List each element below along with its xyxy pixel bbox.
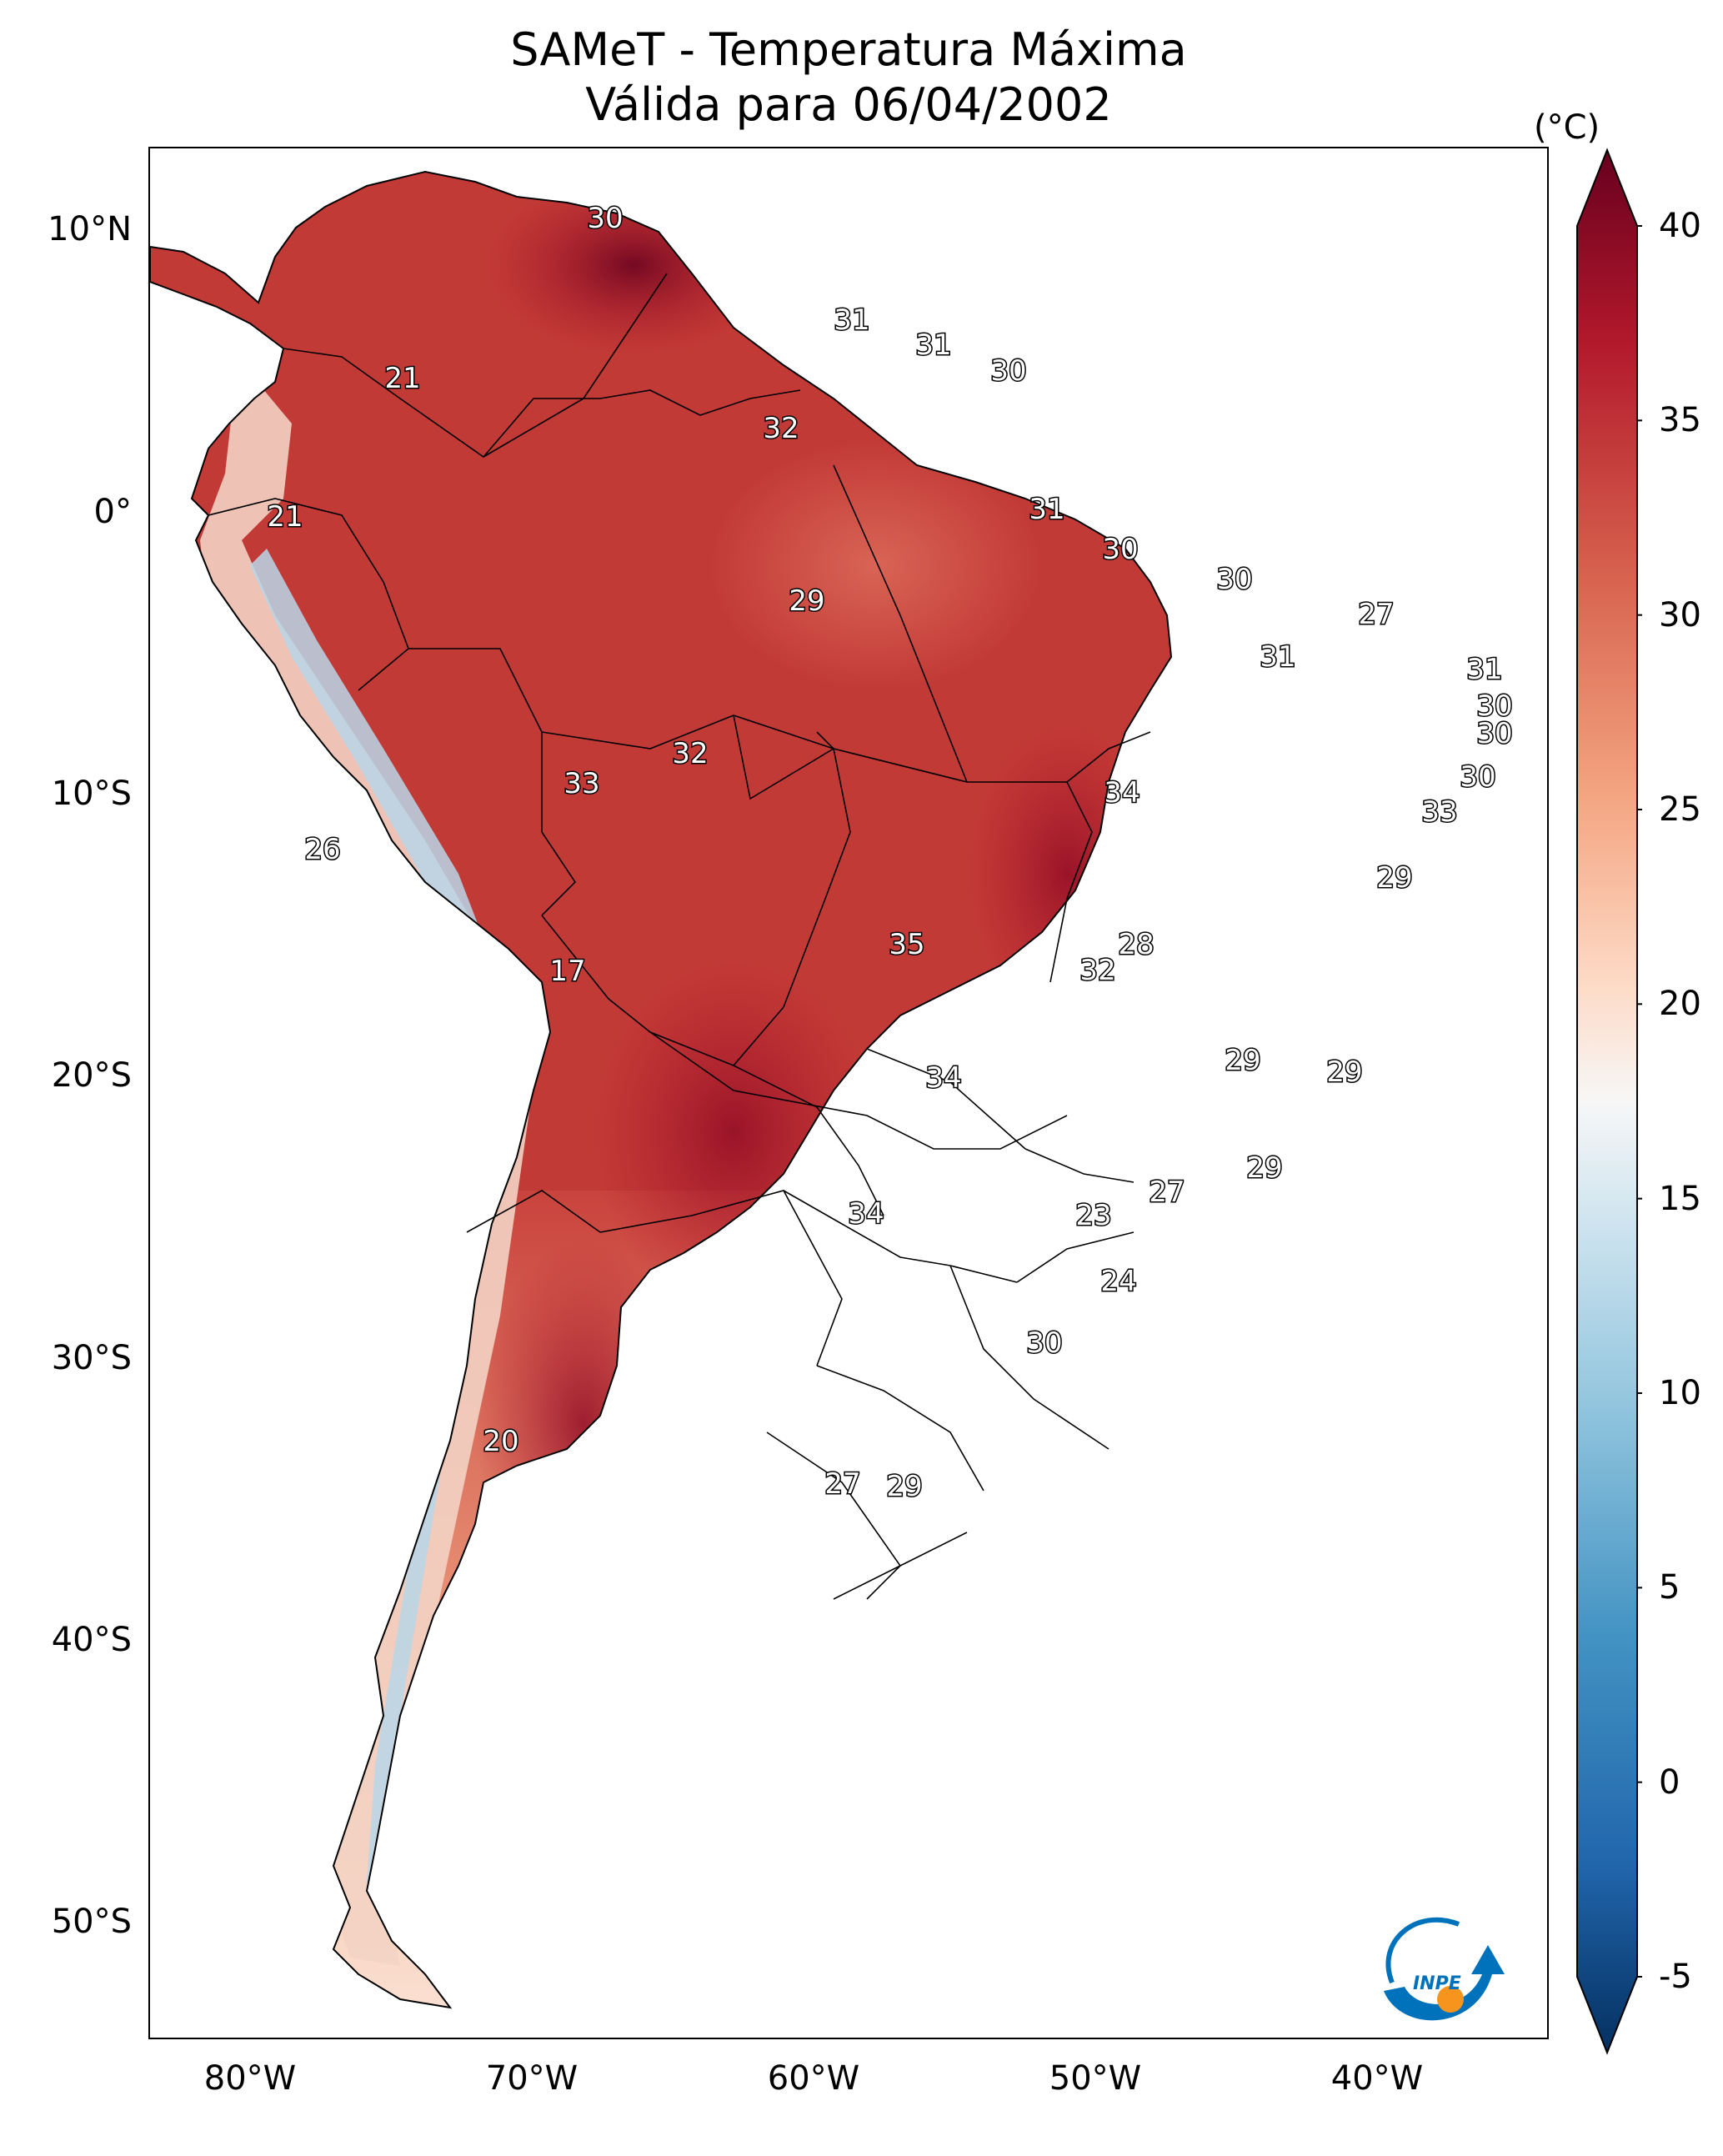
station-value: 31 [834,303,869,337]
station-value: 31 [1029,493,1064,526]
station-value: 29 [1326,1055,1362,1089]
station-value: 26 [304,833,340,866]
station-value: 28 [1118,928,1154,961]
station-value: 27 [824,1467,860,1501]
colorbar-tick-label: 20 [1659,985,1701,1024]
station-value: 30 [990,354,1026,388]
inpe-logo: INPE [1384,1917,1505,2021]
station-value: 29 [886,1470,922,1503]
station-value: 33 [1421,795,1457,829]
station-value: 34 [1104,776,1139,810]
station-value: 34 [925,1061,961,1095]
station-value: 30 [1460,760,1495,794]
station-value: 30 [1476,689,1512,723]
colorbar-tick-label: 25 [1659,790,1701,829]
station-value: 31 [1466,653,1502,686]
lat-label: 30°S [51,1339,132,1377]
lat-label: 0° [93,493,132,531]
lon-label: 70°W [485,2059,579,2098]
station-value: 31 [1260,640,1295,674]
map-panel: 30 31 31 30 21 32 21 31 30 29 30 27 31 31 30 30 32 33 34 30… [148,147,1549,2039]
station-value: 17 [549,955,585,988]
colorbar-tick-label: 0 [1659,1762,1680,1802]
station-value: 32 [1079,954,1115,987]
station-value: 29 [789,584,824,618]
lon-label: 50°W [1049,2059,1142,2098]
lon-label: 40°W [1330,2059,1424,2098]
station-value: 24 [1100,1265,1136,1298]
station-value: 23 [1075,1199,1111,1232]
station-value: 32 [672,737,708,770]
map-subtitle: Válida para 06/04/2002 [585,78,1112,131]
station-value: 33 [563,767,599,800]
station-value: 27 [1149,1176,1185,1209]
colorbar-tick-label: 40 [1659,207,1701,245]
station-value: 20 [483,1425,518,1458]
station-value: 21 [267,500,303,534]
station-value: 32 [763,412,799,445]
colorbar-tick-label: 15 [1659,1179,1701,1218]
lat-label: 10°N [48,210,132,248]
station-value: 29 [1376,861,1412,895]
station-value: 30 [1216,563,1252,596]
colorbar-tick-label: 30 [1659,595,1701,634]
colorbar-tick-label: 5 [1659,1568,1680,1607]
station-value: 29 [1225,1044,1260,1077]
station-value: 29 [1246,1151,1282,1185]
station-value: 30 [1476,717,1512,750]
political-borders [208,273,1151,1600]
station-value: 27 [1358,598,1394,631]
lat-label: 20°S [51,1056,132,1095]
colorbar-unit: (°C) [1534,108,1600,147]
station-value: 30 [587,202,623,235]
colorbar [1576,148,1642,2055]
lon-label: 60°W [767,2059,860,2098]
station-value: 21 [384,362,420,395]
map-title: SAMeT - Temperatura Máxima [510,23,1187,76]
lat-label: 40°S [51,1621,132,1659]
station-value: 35 [889,928,924,961]
station-value: 31 [915,328,951,362]
colorbar-tick-label: -5 [1659,1958,1692,1996]
colorbar-tick-label: 10 [1659,1374,1701,1412]
temperature-field [150,172,1171,2008]
colorbar-tick-label: 35 [1659,401,1701,440]
lat-label: 10°S [51,775,132,813]
svg-text:INPE: INPE [1413,1973,1461,1994]
station-value: 34 [848,1197,884,1231]
station-value: 30 [1026,1326,1062,1360]
lon-label: 80°W [203,2059,297,2098]
station-value: 30 [1102,533,1138,566]
lat-label: 50°S [51,1903,132,1941]
